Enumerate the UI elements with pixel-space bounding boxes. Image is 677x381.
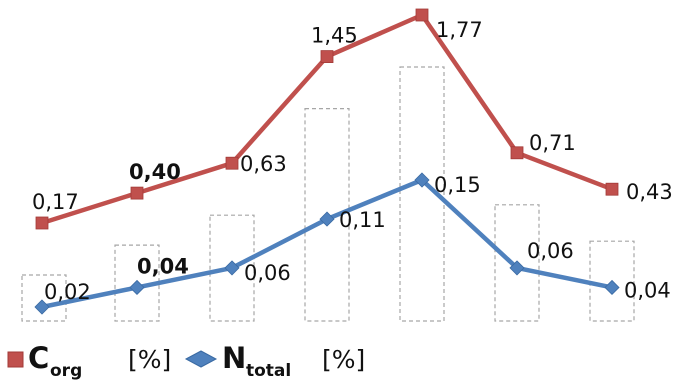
data-label: 0,71	[529, 131, 576, 155]
series-markers	[34, 8, 620, 315]
data-point	[510, 146, 524, 160]
background-bar	[209, 214, 255, 322]
data-label: 0,06	[244, 261, 291, 285]
data-label: 0,63	[240, 152, 287, 176]
data-labels: 0,17 0,40 0,63 1,45 1,77 0,71 0,43 0,02 0,04 0,06…	[32, 18, 673, 304]
background-bar	[399, 66, 445, 322]
data-label: 0,15	[434, 173, 481, 197]
background-bar	[589, 240, 635, 322]
data-point	[34, 299, 50, 315]
data-point	[414, 172, 430, 188]
data-label: 0,17	[32, 190, 79, 214]
data-point	[605, 182, 619, 196]
data-point	[509, 260, 525, 276]
data-label: 0,40	[129, 160, 181, 184]
data-point	[224, 260, 240, 276]
legend-marker-square-icon	[7, 351, 24, 368]
data-point	[130, 186, 144, 200]
data-point	[604, 279, 620, 296]
data-point	[319, 211, 335, 227]
data-point	[129, 279, 145, 296]
data-label: 1,45	[311, 24, 358, 48]
data-point	[225, 156, 239, 170]
background-bars	[21, 66, 635, 322]
legend-label-ntotal-unit: [%]	[322, 345, 365, 374]
legend-label-corg-unit: [%]	[128, 345, 171, 374]
data-point	[35, 216, 49, 230]
background-bar	[21, 274, 67, 322]
data-point	[320, 50, 334, 63]
background-bar	[114, 244, 160, 322]
data-label: 1,77	[436, 18, 483, 42]
data-point	[415, 8, 429, 22]
legend-label-ntotal: N	[222, 341, 246, 375]
legend-label-corg-sub: org	[50, 361, 82, 381]
data-label: 0,11	[339, 208, 386, 232]
data-label: 0,06	[527, 239, 574, 263]
background-bar	[494, 204, 540, 322]
background-bar	[304, 107, 350, 322]
data-label: 0,04	[624, 278, 671, 302]
data-label: 0,43	[626, 180, 673, 204]
data-label: 0,02	[44, 280, 91, 304]
legend-label-corg: C	[28, 341, 49, 375]
legend-label-ntotal-sub: total	[246, 361, 291, 381]
legend-marker-diamond-icon	[184, 350, 218, 368]
data-label: 0,04	[137, 254, 189, 278]
